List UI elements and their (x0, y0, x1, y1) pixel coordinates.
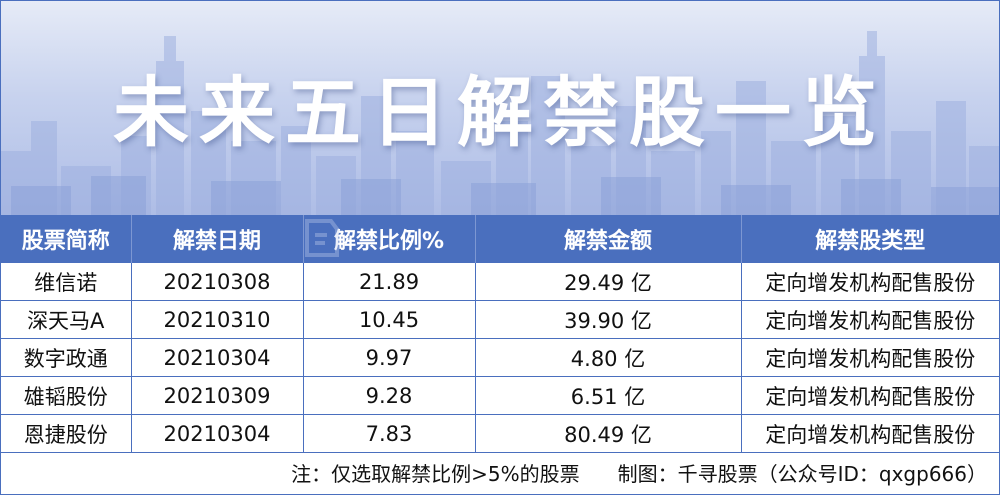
footer-note: 注：仅选取解禁比例>5%的股票 制图：千寻股票（公众号ID：qxgp666） (291, 455, 987, 493)
header-unlock-date: 解禁日期 (131, 215, 304, 263)
cell-unlock-amount: 39.90 亿 (475, 300, 742, 339)
cell-share-type: 定向增发机构配售股份 (741, 414, 999, 453)
cell-unlock-date: 20210309 (131, 376, 304, 415)
cell-unlock-ratio: 10.45 (303, 300, 476, 339)
table-row: 深天马A 20210310 10.45 39.90 亿 定向增发机构配售股份 (1, 300, 999, 339)
cell-stock-name: 数字政通 (1, 338, 132, 377)
header-unlock-ratio: 解禁比例% (303, 215, 476, 263)
table-row: 数字政通 20210304 9.97 4.80 亿 定向增发机构配售股份 (1, 338, 999, 377)
cell-stock-name: 恩捷股份 (1, 414, 132, 453)
cell-share-type: 定向增发机构配售股份 (741, 376, 999, 415)
page-title: 未来五日解禁股一览 (113, 68, 887, 157)
header-stock-name: 股票简称 (1, 215, 132, 263)
cell-unlock-ratio: 21.89 (303, 263, 476, 301)
cell-unlock-amount: 80.49 亿 (475, 414, 742, 453)
footer-filter-note: 注：仅选取解禁比例>5%的股票 (291, 462, 580, 486)
header-share-type: 解禁股类型 (741, 215, 999, 263)
cell-share-type: 定向增发机构配售股份 (741, 338, 999, 377)
cell-unlock-amount: 6.51 亿 (475, 376, 742, 415)
header-unlock-amount: 解禁金额 (475, 215, 742, 263)
unlock-table: 股票简称 解禁日期 解禁比例% 解禁金额 解禁股类型 维信诺 20210308 … (1, 215, 999, 453)
cell-unlock-date: 20210308 (131, 263, 304, 301)
cell-unlock-ratio: 9.97 (303, 338, 476, 377)
watermark-logo-icon (305, 219, 339, 257)
table-row: 维信诺 20210308 21.89 29.49 亿 定向增发机构配售股份 (1, 263, 999, 301)
footer-credit: 制图：千寻股票（公众号ID：qxgp666） (617, 462, 987, 486)
cell-share-type: 定向增发机构配售股份 (741, 263, 999, 301)
title-banner: 未来五日解禁股一览 (1, 1, 999, 215)
cell-unlock-ratio: 9.28 (303, 376, 476, 415)
table-row: 雄韬股份 20210309 9.28 6.51 亿 定向增发机构配售股份 (1, 376, 999, 415)
cell-unlock-ratio: 7.83 (303, 414, 476, 453)
cell-unlock-date: 20210310 (131, 300, 304, 339)
cell-stock-name: 雄韬股份 (1, 376, 132, 415)
cell-unlock-amount: 4.80 亿 (475, 338, 742, 377)
cell-stock-name: 维信诺 (1, 263, 132, 301)
cell-share-type: 定向增发机构配售股份 (741, 300, 999, 339)
table-header-row: 股票简称 解禁日期 解禁比例% 解禁金额 解禁股类型 (1, 215, 999, 263)
city-skyline-image (1, 31, 999, 215)
cell-unlock-amount: 29.49 亿 (475, 263, 742, 301)
table-row: 恩捷股份 20210304 7.83 80.49 亿 定向增发机构配售股份 (1, 414, 999, 453)
cell-stock-name: 深天马A (1, 300, 132, 339)
cell-unlock-date: 20210304 (131, 338, 304, 377)
cell-unlock-date: 20210304 (131, 414, 304, 453)
